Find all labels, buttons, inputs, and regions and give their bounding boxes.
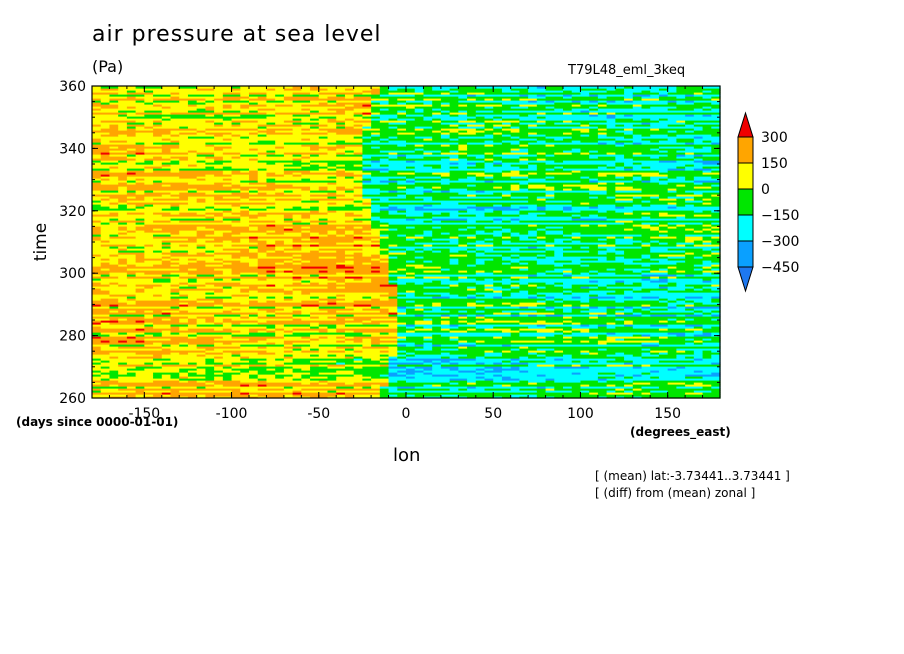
y-tick-label: 300	[59, 266, 86, 282]
chart-units: (Pa)	[92, 57, 124, 76]
anomaly-field	[92, 86, 721, 399]
colorbar-box	[737, 240, 754, 268]
x-tick-label: -150	[128, 406, 160, 422]
x-axis-label: lon	[393, 445, 421, 466]
chart-title: air pressure at sea level	[92, 22, 382, 47]
colorbar-box	[737, 136, 754, 164]
y-tick-label: 280	[59, 329, 86, 345]
y-axis-units: (days since 0000-01-01)	[16, 415, 179, 429]
x-tick-label: 0	[402, 406, 411, 422]
colorbar-label: −450	[761, 260, 799, 276]
x-tick-label: -100	[216, 406, 248, 422]
colorbar-label: 0	[761, 182, 770, 198]
y-tick-label: 340	[59, 141, 86, 157]
colorbar-label: 150	[761, 156, 788, 172]
colorbar-min-triangle	[737, 266, 754, 293]
x-tick-label: 150	[654, 406, 681, 422]
colorbar-box	[737, 188, 754, 216]
mean-note: [ (mean) lat:-3.73441..3.73441 ]	[595, 469, 790, 483]
y-tick-label: 320	[59, 204, 86, 220]
x-axis-units: (degrees_east)	[630, 425, 731, 439]
colorbar-box	[737, 214, 754, 242]
colorbar-box	[737, 162, 754, 190]
x-tick-label: 50	[484, 406, 502, 422]
x-tick-label: -50	[307, 406, 330, 422]
x-tick-label: 100	[567, 406, 594, 422]
y-tick-label: 260	[59, 391, 86, 407]
colorbar-label: −300	[761, 234, 799, 250]
diff-note: [ (diff) from (mean) zonal ]	[595, 486, 756, 500]
experiment-name: T79L48_eml_3keq	[568, 63, 686, 78]
colorbar-label: −150	[761, 208, 799, 224]
y-tick-label: 360	[59, 79, 86, 95]
colorbar-max-triangle	[737, 111, 754, 138]
colorbar-label: 300	[761, 130, 788, 146]
